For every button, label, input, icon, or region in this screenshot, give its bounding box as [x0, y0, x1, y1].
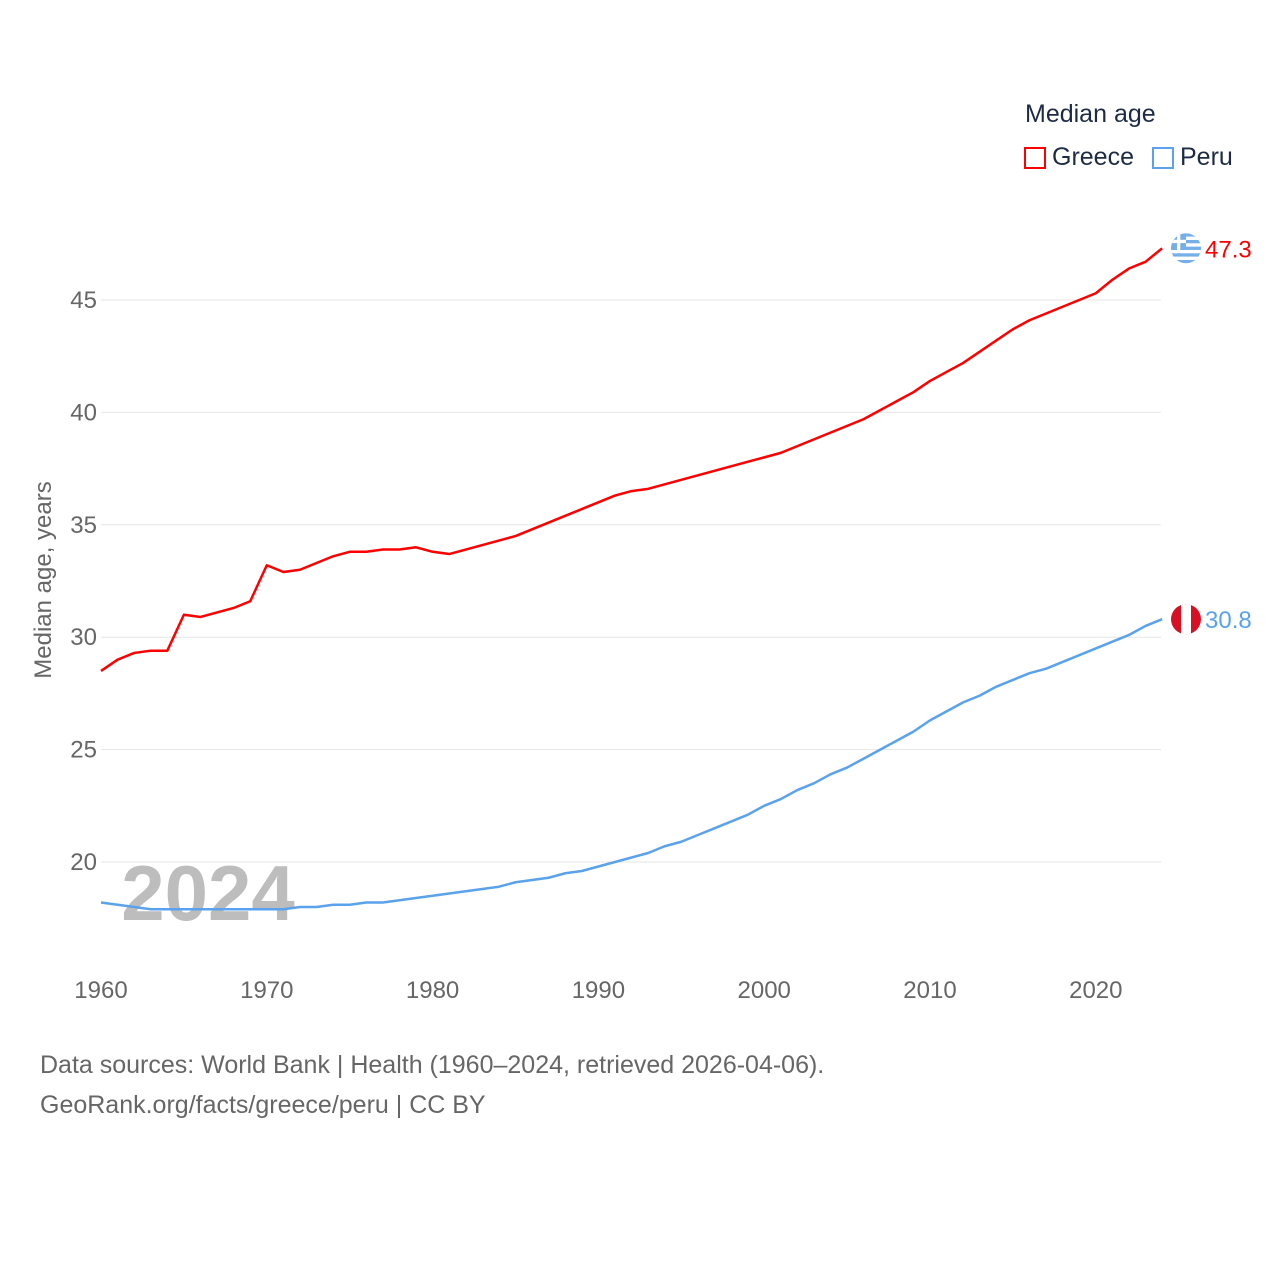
y-axis-label: Median age, years — [30, 481, 57, 678]
y-tick-label: 30 — [70, 624, 97, 651]
y-tick-label: 45 — [70, 287, 97, 314]
y-tick-label: 35 — [70, 512, 97, 539]
year-watermark: 2024 — [121, 849, 295, 937]
legend: Greece Peru — [1024, 143, 1233, 172]
x-tick-label: 1990 — [572, 977, 625, 1004]
end-value-label-peru: 30.8 — [1205, 607, 1252, 634]
plot-area: Median age, years 2024 20 25 30 35 40 45 1960 1… — [30, 233, 1252, 1004]
series-line-peru[interactable] — [100, 618, 1163, 911]
x-tick-label: 2020 — [1069, 977, 1122, 1004]
data-source: Data sources: World Bank | Health (1960–… — [40, 1051, 825, 1079]
legend-label-greece: Greece — [1052, 143, 1134, 171]
x-tick-label: 1970 — [240, 977, 293, 1004]
footer: Data sources: World Bank | Health (1960–… — [40, 1045, 824, 1125]
y-tick-label: 20 — [70, 849, 97, 876]
legend-item-greece[interactable]: Greece — [1024, 143, 1134, 172]
legend-label-peru: Peru — [1179, 143, 1233, 171]
peru-flag-icon — [1171, 604, 1201, 635]
y-tick-label: 40 — [70, 399, 97, 426]
x-tick-label: 1960 — [74, 977, 127, 1004]
greece-flag-icon — [1171, 233, 1201, 264]
series-line-greece[interactable] — [100, 247, 1163, 672]
x-tick-label: 2010 — [903, 977, 956, 1004]
x-tick-label: 2000 — [738, 977, 791, 1004]
legend-swatch-peru — [1151, 146, 1174, 169]
y-tick-label: 25 — [70, 737, 97, 764]
legend-title: Median age — [1025, 100, 1156, 128]
x-tick-label: 1980 — [406, 977, 459, 1004]
attribution-link[interactable]: GeoRank.org/facts/greece/peru | CC BY — [40, 1091, 486, 1119]
legend-swatch-greece — [1024, 146, 1046, 169]
legend-item-peru[interactable]: Peru — [1151, 143, 1233, 172]
end-value-label-greece: 47.3 — [1205, 236, 1252, 263]
